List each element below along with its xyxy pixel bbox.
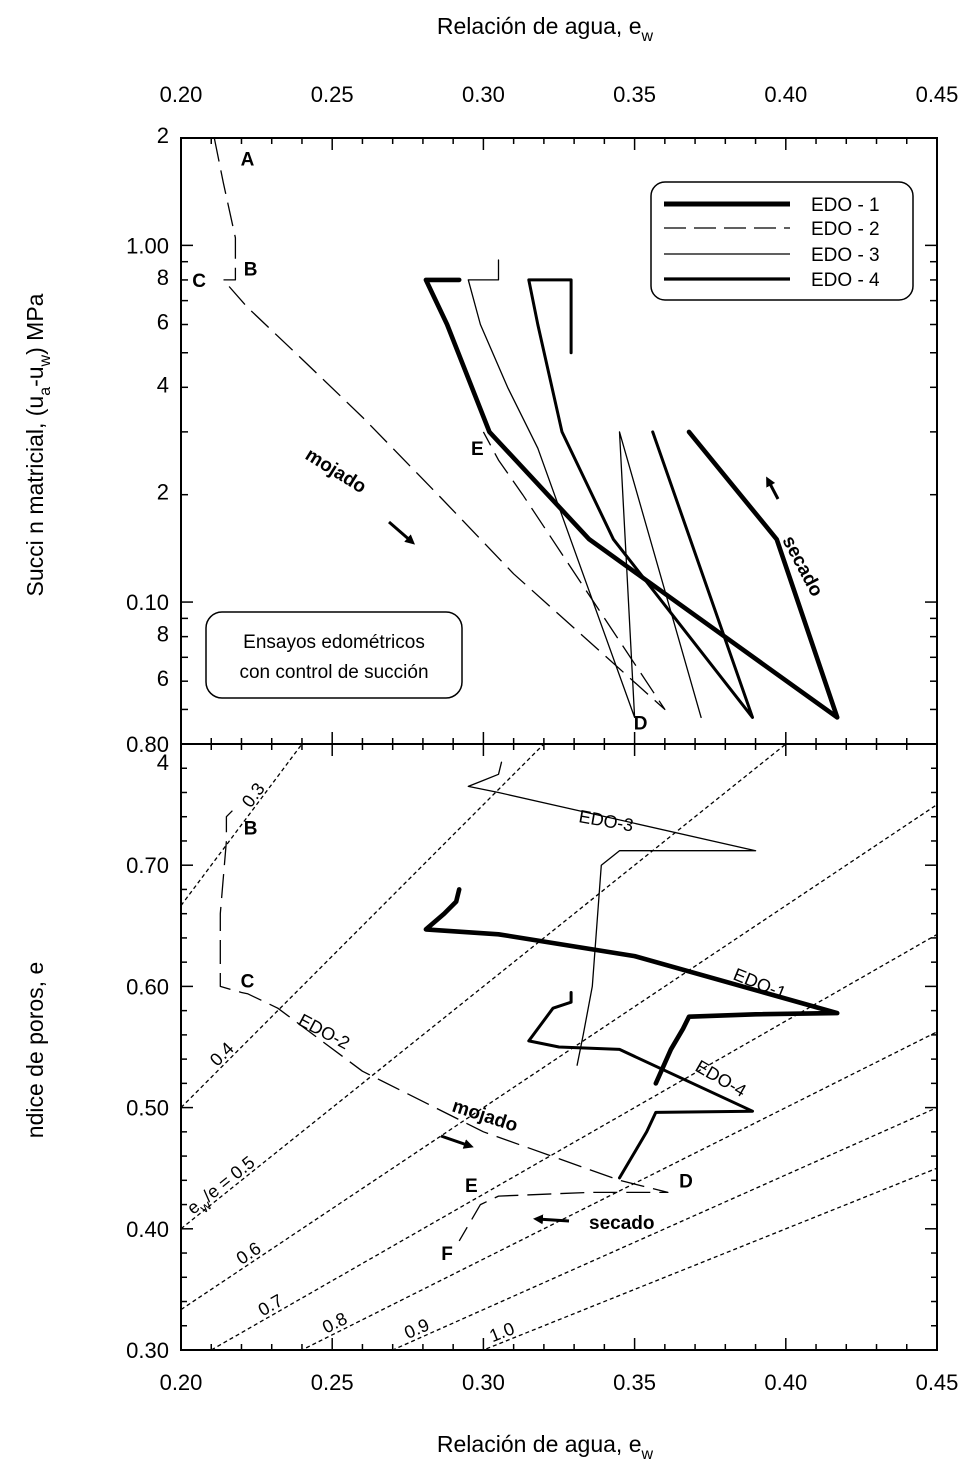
top-point-a: A <box>241 150 255 171</box>
top-x-tick-label: 0.30 <box>462 82 505 107</box>
bottom-x-tick-label: 0.45 <box>916 1370 959 1395</box>
bottom-x-tick-label: 0.40 <box>764 1370 807 1395</box>
top-series-lines <box>213 137 840 720</box>
contour-line-0-5 <box>181 744 787 1230</box>
top-y-tick-label: 6 <box>157 666 169 691</box>
top-x-tick-label: 0.20 <box>160 82 203 107</box>
bottom-series-lines <box>219 761 840 1242</box>
series-label-edo-4: EDO-4 <box>692 1056 750 1101</box>
bottom-point-c: C <box>241 971 255 992</box>
bottom-y-tick-label: 0.30 <box>126 1338 169 1363</box>
bottom-point-b: B <box>244 819 258 840</box>
legend-label-edo-2: EDO - 2 <box>811 219 880 240</box>
legend-box <box>650 181 914 301</box>
top-series-edo-4 <box>527 278 754 719</box>
series-label-edo-3: EDO-3 <box>577 806 635 835</box>
top-point-c: C <box>192 271 206 292</box>
bottom-point-e: E <box>465 1176 478 1197</box>
contour-line-1 <box>481 1167 937 1350</box>
contour-label-0-7: 0.7 <box>255 1290 287 1320</box>
top-x-tick-label: 0.35 <box>613 82 656 107</box>
contour-label-0-4: 0.4 <box>206 1038 238 1070</box>
top-y-tick-label: 8 <box>157 622 169 647</box>
top-series-edo-1 <box>423 277 840 720</box>
bottom-x-tick-label: 0.20 <box>160 1370 203 1395</box>
bottom-mojado-label: mojado <box>449 1096 520 1137</box>
top-y-tick-label: 0.10 <box>126 590 169 615</box>
test-note-box <box>205 611 463 699</box>
bottom-y-tick-label: 0.60 <box>126 974 169 999</box>
bottom-y-tick-label: 0.70 <box>126 853 169 878</box>
bottom-series-edo-1 <box>423 887 840 1086</box>
top-secado-arrow <box>766 476 780 500</box>
top-mojado-label: mojado <box>301 444 369 498</box>
bottom-y-tick-label: 0.50 <box>126 1096 169 1121</box>
series-label-edo-1: EDO-1 <box>731 964 790 1003</box>
top-y-tick-label: 6 <box>157 310 169 335</box>
test-note-line-2: con control de succión <box>239 662 428 683</box>
bottom-x-axis-title: Relación de agua, ew <box>437 1431 654 1463</box>
bottom-point-d: D <box>679 1171 693 1192</box>
bottom-secado-label: secado <box>589 1213 654 1234</box>
top-y-tick-label: 2 <box>157 480 169 505</box>
top-y-tick-label: 1.00 <box>126 233 169 258</box>
bottom-plot-frame <box>180 743 938 1351</box>
legend-label-edo-4: EDO - 4 <box>811 270 880 291</box>
bottom-mojado-arrow <box>440 1134 474 1149</box>
bottom-series-edo-4 <box>527 991 754 1180</box>
legend: EDO - 1 EDO - 2 EDO - 3 EDO - 4 <box>650 181 914 301</box>
contour-label-0-6: 0.6 <box>233 1238 265 1269</box>
top-series-edo-3 <box>467 259 702 719</box>
top-point-labels: A B C D E <box>192 150 647 735</box>
bottom-series-edo-2 <box>219 810 669 1242</box>
contour-label-0-3: 0.3 <box>238 779 269 811</box>
top-x-tick-label: 0.25 <box>311 82 354 107</box>
legend-label-edo-1: EDO - 1 <box>811 195 880 216</box>
contour-label-0-8: 0.8 <box>319 1308 350 1337</box>
bottom-x-tick-label: 0.35 <box>613 1370 656 1395</box>
series-label-edo-2: EDO-2 <box>295 1010 353 1053</box>
bottom-series-edo-3 <box>467 761 757 1066</box>
top-series-edo-2 <box>213 137 666 711</box>
top-y-tick-label: 2 <box>157 123 169 148</box>
top-point-d: D <box>634 713 648 734</box>
bottom-y-tick-label: 0.80 <box>126 732 169 757</box>
top-point-b: B <box>244 260 258 281</box>
top-x-tick-label: 0.45 <box>916 82 959 107</box>
top-x-tick-label: 0.40 <box>764 82 807 107</box>
top-point-e: E <box>471 439 484 460</box>
bottom-y-tick-label: 0.40 <box>126 1217 169 1242</box>
contour-label-0-9: 0.9 <box>401 1315 432 1343</box>
bottom-point-f: F <box>441 1244 453 1265</box>
test-note: Ensayos edométricos con control de succi… <box>205 611 463 699</box>
top-y-tick-label: 4 <box>157 372 169 397</box>
contour-label-0-5: ew/e = 0.5 <box>183 1152 262 1222</box>
top-x-axis-title: Relación de agua, ew <box>437 13 654 45</box>
bottom-point-labels: B C D E F <box>241 819 693 1265</box>
bottom-secado-arrow <box>533 1214 570 1225</box>
contour-line-0-4 <box>181 744 545 1109</box>
top-mojado-arrow <box>388 520 416 545</box>
bottom-y-tick-label-minor: 4 <box>157 750 169 775</box>
legend-label-edo-3: EDO - 3 <box>811 245 880 266</box>
contour-line-0-9 <box>391 1107 937 1350</box>
bottom-x-tick-label: 0.30 <box>462 1370 505 1395</box>
top-y-axis-title: Succi n matricial, (ua-uw) MPa <box>22 293 54 596</box>
bottom-y-axis-title: ndice de poros, e <box>22 962 48 1138</box>
bottom-x-tick-label: 0.25 <box>311 1370 354 1395</box>
test-note-line-1: Ensayos edométricos <box>243 632 425 653</box>
axis-ticks <box>180 137 938 1351</box>
contour-label-1: 1.0 <box>487 1318 518 1346</box>
top-y-tick-label: 8 <box>157 265 169 290</box>
axis-tick-labels: 0.200.200.250.250.300.300.350.350.400.40… <box>126 82 958 1395</box>
contour-line-0-3 <box>181 744 303 906</box>
contour-line-0-6 <box>181 804 937 1311</box>
contour-line-0-7 <box>209 933 937 1350</box>
